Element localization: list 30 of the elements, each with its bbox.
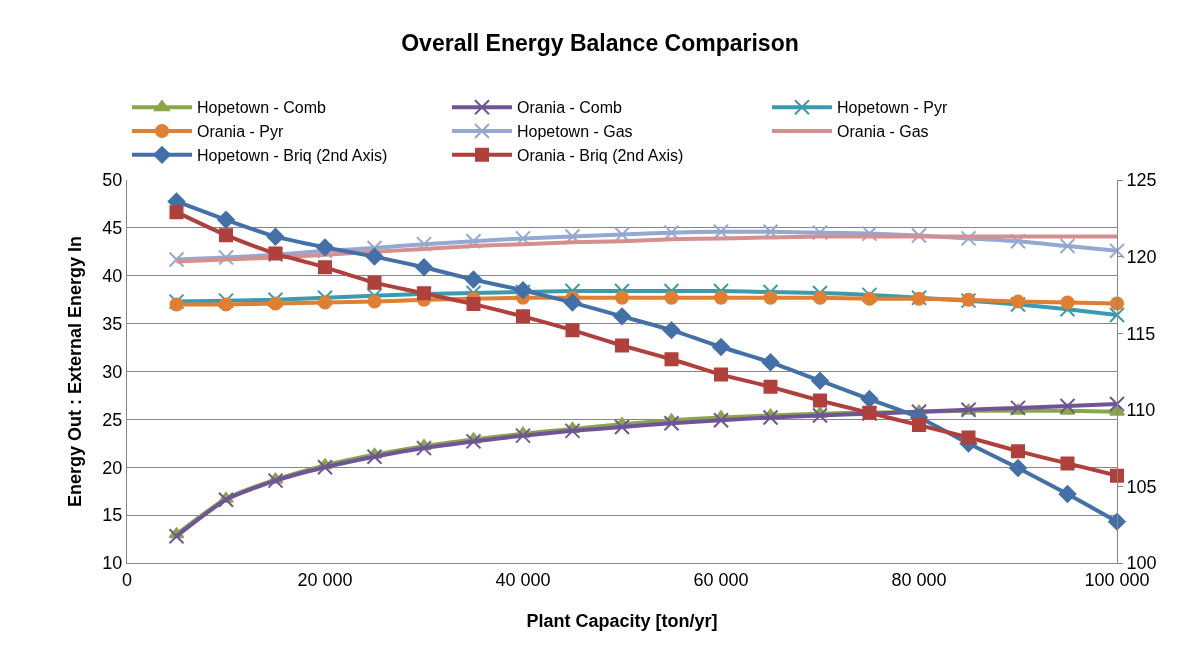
legend-label: Orania - Pyr — [197, 123, 284, 141]
y2-tick-label: 125 — [1126, 170, 1157, 191]
y2-tick-label: 110 — [1126, 400, 1156, 421]
y-tick-label: 15 — [102, 505, 123, 526]
y-axis-title: Energy Out : External Energy In — [65, 235, 85, 508]
legend-label: Hopetown - Briq (2nd Axis) — [197, 147, 388, 165]
x-tick-label: 40 000 — [495, 569, 551, 590]
y-tick-label: 45 — [102, 218, 123, 239]
y2-tick-label: 105 — [1126, 476, 1157, 497]
y-tick-label: 20 — [102, 457, 123, 478]
legend-label: Hopetown - Gas — [517, 123, 633, 141]
y-tick-label: 50 — [102, 170, 123, 191]
legend-label: Hopetown - Comb — [197, 99, 327, 117]
y-tick-label: 35 — [102, 313, 123, 334]
x-tick-label: 20 000 — [297, 569, 353, 590]
y-tick-label: 30 — [102, 361, 123, 382]
x-tick-label: 60 000 — [693, 569, 749, 590]
legend-label: Orania - Gas — [837, 123, 929, 141]
y2-tick-label: 115 — [1126, 323, 1156, 344]
chart-title: Overall Energy Balance Comparison — [401, 30, 799, 57]
y-tick-label: 25 — [102, 409, 123, 430]
y2-tick-label: 120 — [1126, 246, 1157, 267]
legend-label: Hopetown - Pyr — [837, 99, 948, 117]
x-axis-title: Plant Capacity [ton/yr] — [526, 611, 718, 631]
y-tick-label: 10 — [102, 553, 123, 574]
x-tick-label: 0 — [121, 569, 133, 590]
legend-label: Orania - Briq (2nd Axis) — [517, 147, 684, 165]
legend-label: Orania - Comb — [517, 99, 623, 117]
x-tick-label: 80 000 — [891, 569, 947, 590]
y-tick-label: 40 — [102, 266, 123, 287]
